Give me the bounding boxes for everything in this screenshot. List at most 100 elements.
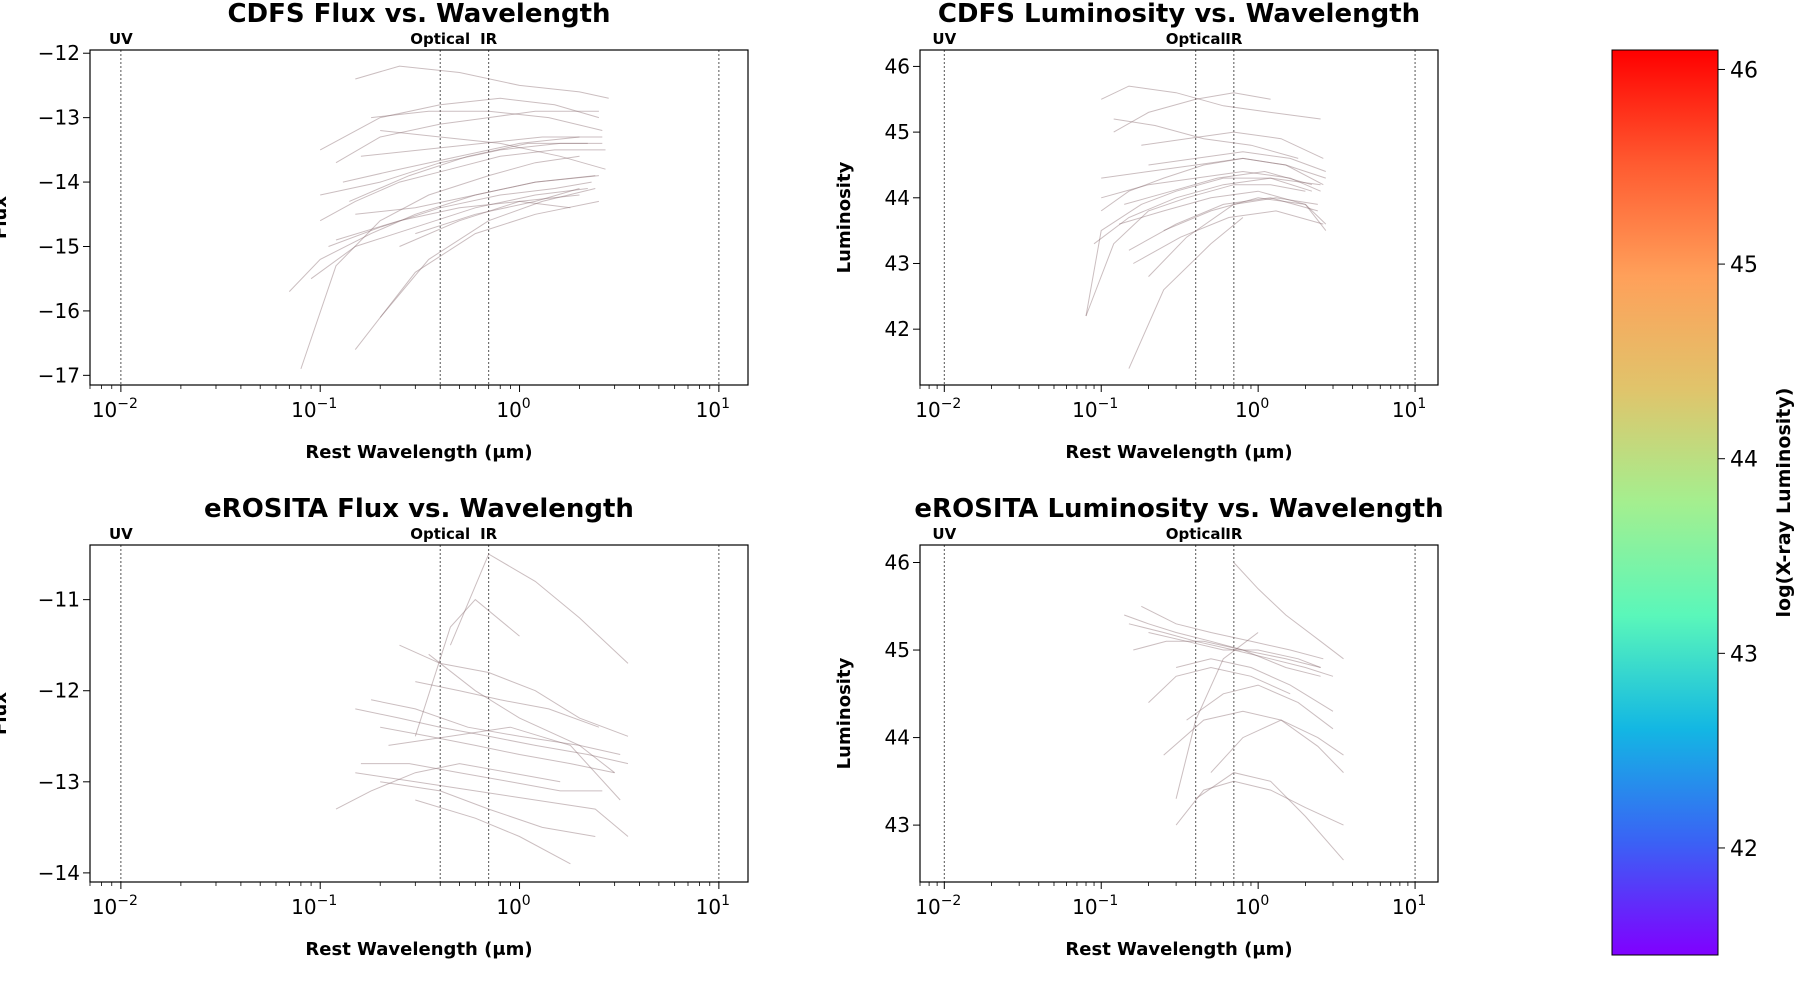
series-line bbox=[1175, 780, 1344, 826]
x-axis-label: Rest Wavelength (μm) bbox=[305, 939, 532, 960]
series-line bbox=[1148, 666, 1291, 703]
series-line bbox=[1113, 92, 1271, 133]
series-line bbox=[349, 142, 588, 202]
series-line bbox=[310, 188, 588, 280]
region-label: UV bbox=[932, 525, 956, 543]
series-line bbox=[415, 799, 571, 865]
x-tick-label: 10−1 bbox=[1072, 893, 1118, 919]
series-line bbox=[415, 681, 600, 728]
region-label: IR bbox=[480, 525, 498, 543]
x-tick-label: 10−2 bbox=[915, 893, 961, 919]
x-tick-label: 100 bbox=[1235, 893, 1269, 919]
colorbar-tick-label: 42 bbox=[1730, 837, 1758, 862]
series-line bbox=[1118, 190, 1327, 225]
y-tick-label: −13 bbox=[38, 106, 80, 130]
series-line bbox=[1233, 562, 1344, 660]
series-line bbox=[1128, 217, 1244, 369]
y-tick-label: −11 bbox=[38, 588, 80, 612]
series-line bbox=[1163, 197, 1327, 232]
series-line bbox=[360, 763, 603, 792]
x-tick-label: 101 bbox=[696, 893, 730, 919]
region-label: Optical bbox=[410, 30, 470, 48]
x-tick-label: 100 bbox=[496, 396, 530, 422]
region-label: IR bbox=[1225, 525, 1243, 543]
series-line bbox=[449, 553, 629, 664]
colorbar-tick-label: 46 bbox=[1730, 58, 1758, 83]
series-line bbox=[1093, 177, 1313, 245]
series-line bbox=[1148, 632, 1321, 668]
series-line bbox=[1133, 210, 1324, 264]
colorbar-tick-label: 45 bbox=[1730, 253, 1758, 278]
series-line bbox=[428, 653, 615, 774]
region-label: UV bbox=[109, 30, 133, 48]
x-tick-label: 100 bbox=[496, 893, 530, 919]
y-tick-label: −13 bbox=[38, 770, 80, 794]
series-line bbox=[414, 598, 520, 737]
series-line bbox=[1128, 623, 1334, 677]
series-line bbox=[380, 130, 606, 170]
x-tick-label: 10−1 bbox=[1072, 396, 1118, 422]
series-line bbox=[319, 149, 606, 222]
y-tick-label: 45 bbox=[885, 120, 910, 144]
series-line bbox=[1085, 177, 1321, 317]
series-line bbox=[1100, 85, 1321, 120]
series-line bbox=[355, 175, 596, 215]
y-tick-label: −17 bbox=[38, 363, 80, 387]
y-tick-label: 42 bbox=[885, 317, 910, 341]
series-line bbox=[1101, 157, 1324, 186]
series-line bbox=[388, 726, 621, 801]
series-line bbox=[1085, 184, 1306, 317]
series-line bbox=[370, 699, 621, 755]
series-line bbox=[335, 763, 561, 810]
x-tick-label: 100 bbox=[1235, 396, 1269, 422]
region-label: IR bbox=[480, 30, 498, 48]
y-tick-label: −15 bbox=[38, 234, 80, 258]
colorbar-tick-label: 44 bbox=[1730, 448, 1758, 473]
y-axis-label: Flux bbox=[0, 196, 11, 239]
series-line bbox=[1128, 197, 1318, 251]
x-tick-label: 101 bbox=[1392, 893, 1426, 919]
series-line bbox=[1101, 170, 1321, 199]
chart-title: CDFS Luminosity vs. Wavelength bbox=[938, 0, 1420, 29]
x-tick-label: 10−2 bbox=[92, 893, 138, 919]
series-line bbox=[328, 181, 592, 247]
x-tick-label: 10−1 bbox=[291, 893, 337, 919]
colorbar-label: log(X-ray Luminosity) bbox=[1773, 388, 1795, 618]
series-line bbox=[399, 194, 580, 247]
y-axis-label: Luminosity bbox=[834, 657, 855, 769]
series-line bbox=[1100, 157, 1326, 212]
series-line bbox=[319, 97, 600, 151]
series-line bbox=[342, 136, 580, 183]
region-label: Optical bbox=[410, 525, 470, 543]
series-line bbox=[355, 65, 609, 99]
series-line bbox=[335, 200, 571, 241]
x-axis-label: Rest Wavelength (μm) bbox=[1065, 939, 1292, 960]
y-tick-label: 46 bbox=[885, 54, 910, 78]
series-line bbox=[1124, 614, 1321, 668]
y-tick-label: 44 bbox=[885, 186, 910, 210]
y-tick-label: 45 bbox=[885, 638, 910, 662]
colorbar: 42 43 44 45 46 log(X-ray Luminosity) bbox=[1611, 49, 1795, 956]
series-line bbox=[335, 110, 599, 164]
y-axis-label: Luminosity bbox=[834, 161, 855, 273]
series-line bbox=[320, 142, 603, 196]
series-line bbox=[379, 188, 596, 318]
series-line bbox=[1133, 640, 1321, 677]
chart-title: CDFS Flux vs. Wavelength bbox=[227, 0, 610, 29]
series-line bbox=[360, 136, 603, 157]
cdfs-flux-panel: CDFS Flux vs. Wavelength UV Optical IR 10−2 1… bbox=[0, 0, 749, 463]
series-line bbox=[1141, 605, 1324, 660]
series-line bbox=[415, 188, 580, 235]
colorbar-tick-label: 43 bbox=[1730, 642, 1758, 667]
y-axis-label: Flux bbox=[0, 692, 11, 735]
series-line bbox=[355, 708, 629, 765]
plot-frame bbox=[919, 544, 1439, 883]
series-line bbox=[1195, 772, 1344, 861]
region-label: IR bbox=[1225, 30, 1243, 48]
series-line bbox=[1148, 151, 1326, 172]
plot-frame bbox=[919, 49, 1439, 386]
chart-title: eROSITA Flux vs. Wavelength bbox=[204, 494, 634, 524]
region-label: Optical bbox=[1166, 525, 1226, 543]
